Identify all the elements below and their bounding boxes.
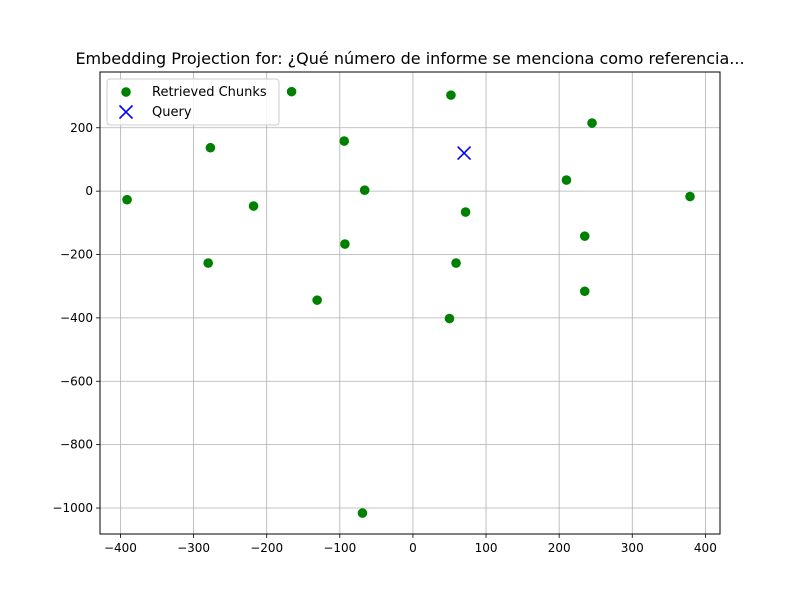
retrieved-chunk-point (248, 201, 259, 211)
chart-title: Embedding Projection for: ¿Qué número de… (75, 49, 744, 68)
retrieved-chunk-point (359, 185, 370, 195)
query-marker-stroke (457, 146, 472, 161)
x-tick-label: 100 (475, 541, 498, 555)
legend-box (106, 78, 280, 126)
y-tick-label: 0 (85, 184, 93, 198)
x-tick-label: 300 (621, 541, 644, 555)
legend-marker-stroke (118, 104, 134, 120)
grid-lines (100, 72, 720, 534)
legend: Retrieved Chunks Query (106, 78, 280, 126)
y-tick-label: −800 (60, 438, 93, 452)
y-tick-label: −200 (60, 248, 93, 262)
retrieved-chunk-point (357, 508, 368, 518)
legend-label: Retrieved Chunks (152, 85, 267, 100)
retrieved-chunk-point (205, 142, 216, 153)
legend-label: Query (152, 105, 192, 120)
retrieved-chunk-point (685, 191, 695, 202)
y-tick-label: −400 (60, 311, 93, 325)
x-tick-label: −300 (177, 541, 210, 555)
retrieved-chunk-point (587, 118, 597, 128)
y-tick-label: 200 (70, 121, 93, 135)
retrieved-chunk-point (460, 207, 471, 217)
retrieved-chunk-point (451, 258, 461, 268)
x-tick-label: 200 (548, 541, 571, 555)
x-tick-label: −200 (250, 541, 283, 555)
x-tick-label: 400 (694, 541, 717, 555)
query-point (457, 146, 472, 161)
retrieved-chunk-point (286, 86, 297, 97)
retrieved-chunk-point (122, 194, 132, 205)
retrieved-chunk-point (444, 313, 455, 324)
x-tick-label: −100 (323, 541, 356, 555)
data-points (122, 86, 695, 518)
legend-marker-query (118, 104, 134, 120)
retrieved-chunk-point (340, 239, 350, 249)
plot-frame (99, 71, 721, 535)
y-tick-label: −1000 (52, 501, 93, 515)
legend-marker-retrieved-chunks (121, 87, 131, 97)
retrieved-chunk-point (446, 90, 456, 100)
x-tick-label: 0 (409, 541, 417, 555)
retrieved-chunk-point (579, 231, 590, 241)
retrieved-chunk-point (561, 175, 572, 185)
axes: −400 −300 −200 −100 0 100 200 300 400−1000−800−6… (52, 121, 716, 555)
retrieved-chunk-point (203, 258, 214, 268)
y-tick-label: −600 (60, 374, 93, 388)
retrieved-chunk-point (312, 295, 322, 305)
retrieved-chunk-point (579, 286, 590, 297)
retrieved-chunk-point (339, 136, 349, 146)
x-tick-label: −400 (104, 541, 137, 555)
